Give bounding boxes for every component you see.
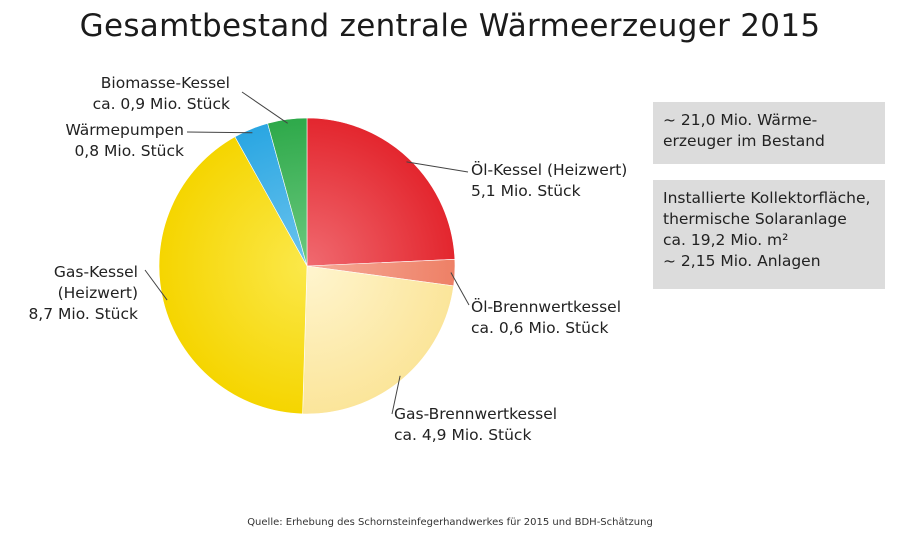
slice-label-waermepumpen: Wärmepumpen 0,8 Mio. Stück	[65, 120, 184, 162]
leader-line-gas-brennwertkessel	[391, 375, 401, 415]
leader-line-biomasse-kessel	[241, 91, 288, 124]
info-box-line: ~ 21,0 Mio. Wärme-	[663, 111, 818, 129]
slice-label-value: ca. 0,9 Mio. Stück	[92, 95, 230, 113]
slice-label-name: Öl-Brennwertkessel	[471, 298, 622, 316]
slice-label-oel-brennwertkessel: Öl-Brennwertkessel ca. 0,6 Mio. Stück	[471, 297, 621, 339]
source-note: Quelle: Erhebung des Schornsteinfegerhan…	[247, 517, 653, 528]
slice-label-gas-brennwertkessel: Gas-Brennwertkessel ca. 4,9 Mio. Stück	[394, 404, 557, 446]
info-box-line: Installierte Kollektorfläche,	[663, 189, 871, 207]
info-box-line: ~ 2,15 Mio. Anlagen	[663, 252, 821, 270]
slice-label-value: ca. 4,9 Mio. Stück	[394, 426, 532, 444]
info-box-line: erzeuger im Bestand	[663, 132, 825, 150]
info-box-solar: Installierte Kollektorfläche, thermische…	[653, 180, 885, 289]
slice-label-value: 8,7 Mio. Stück	[28, 305, 138, 323]
slice-label-name: Öl-Kessel (Heizwert)	[471, 161, 628, 179]
slice-label-gas-kessel: Gas-Kessel (Heizwert) 8,7 Mio. Stück	[28, 262, 138, 325]
info-box-line: thermische Solaranlage	[663, 210, 847, 228]
slice-label-name: Biomasse-Kessel	[100, 74, 230, 92]
slice-label-value: ca. 0,6 Mio. Stück	[471, 319, 609, 337]
slice-label-value: 0,8 Mio. Stück	[74, 142, 184, 160]
pie-slice-oel-kessel	[306, 117, 456, 267]
slice-label-oel-kessel: Öl-Kessel (Heizwert) 5,1 Mio. Stück	[471, 160, 627, 202]
info-box-total: ~ 21,0 Mio. Wärme- erzeuger im Bestand	[653, 102, 885, 164]
pie-slice-gas-brennwertkessel	[302, 265, 454, 415]
info-box-line: ca. 19,2 Mio. m²	[663, 231, 789, 249]
slice-label-value: 5,1 Mio. Stück	[471, 182, 581, 200]
leader-line-gas-kessel	[144, 269, 168, 301]
slice-label-name: Gas-Brennwertkessel	[394, 405, 558, 423]
leader-line-oel-kessel	[406, 161, 469, 173]
pie-slice-gas-kessel	[158, 136, 308, 415]
slice-label-name: (Heizwert)	[57, 284, 138, 302]
slice-label-biomasse-kessel: Biomasse-Kessel ca. 0,9 Mio. Stück	[93, 73, 230, 115]
pie-slice-biomasse-kessel	[267, 117, 308, 267]
chart-title: Gesamtbestand zentrale Wärmeerzeuger 201…	[79, 8, 821, 44]
leader-line-waermepumpen	[186, 131, 253, 134]
leader-line-oel-brennwertkessel	[450, 272, 470, 306]
slice-label-name: Gas-Kessel	[53, 263, 138, 281]
slice-label-name: Wärmepumpen	[65, 121, 184, 139]
